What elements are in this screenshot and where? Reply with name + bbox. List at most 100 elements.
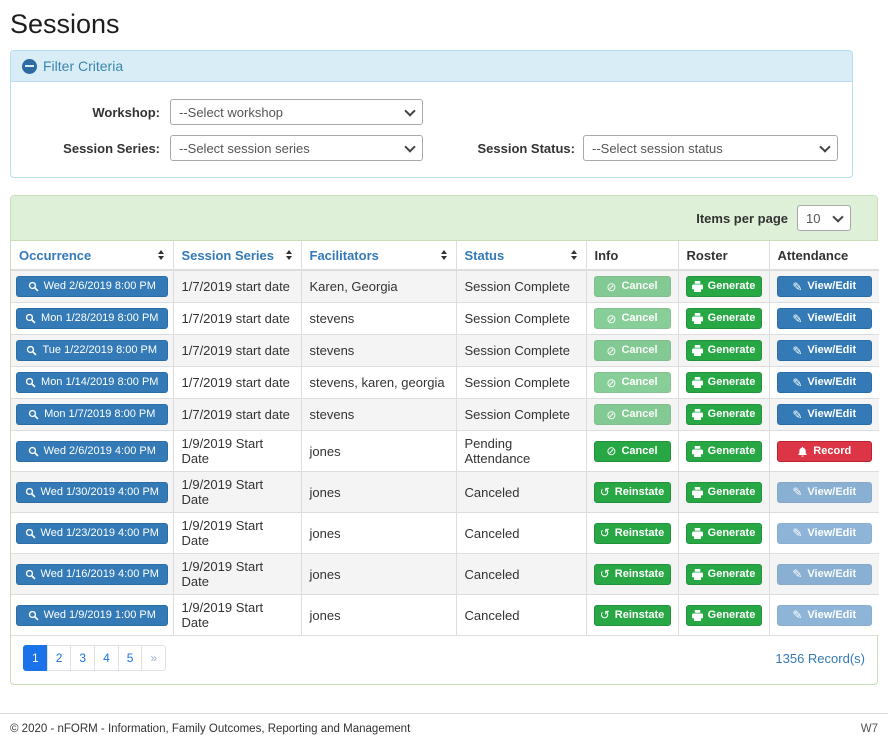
attendance-cell: ✎ View/Edit <box>768 302 879 335</box>
cancel-button: ⊘ Cancel <box>593 308 671 329</box>
generate-button[interactable]: Generate <box>685 372 762 393</box>
bell-icon <box>797 446 808 457</box>
button-label: Reinstate <box>614 567 665 580</box>
button-label: View/Edit <box>807 376 857 388</box>
pagination: 1 2 3 4 5» <box>23 645 167 671</box>
generate-button[interactable]: Generate <box>685 604 762 626</box>
occurrence-button[interactable]: Wed 1/23/2019 4:00 PM <box>16 522 168 544</box>
view-edit-button[interactable]: ✎ View/Edit <box>776 276 872 297</box>
table-row: Tue 1/22/2019 8:00 PM 1/7/2019 start dat… <box>11 334 879 367</box>
occurrence-button[interactable]: Wed 1/9/2019 1:00 PM <box>16 604 168 626</box>
reinstate-button[interactable]: ↺ Reinstate <box>593 563 671 585</box>
table-row: Mon 1/14/2019 8:00 PM 1/7/2019 start dat… <box>11 366 879 399</box>
reinstate-button[interactable]: ↺ Reinstate <box>593 604 671 626</box>
occurrence-button[interactable]: Wed 2/6/2019 8:00 PM <box>16 276 168 297</box>
generate-button[interactable]: Generate <box>685 440 762 462</box>
search-icon <box>28 281 39 292</box>
generate-button[interactable]: Generate <box>685 308 762 329</box>
items-per-page-select[interactable]: 10 <box>797 205 851 231</box>
cancel-button: ⊘ Cancel <box>593 276 671 297</box>
page-button-3[interactable]: 3 <box>70 645 96 671</box>
page-button-5[interactable]: 5 <box>117 645 143 671</box>
status-cell: Pending Attendance <box>455 430 587 472</box>
button-label: Cancel <box>621 344 658 356</box>
occurrence-button[interactable]: Mon 1/7/2019 8:00 PM <box>16 404 168 425</box>
button-label: View/Edit <box>807 312 857 324</box>
column-header-occurrence[interactable]: Occurrence <box>11 241 174 271</box>
undo-icon: ↺ <box>599 526 610 540</box>
next-page-button[interactable]: » <box>141 645 167 671</box>
generate-button[interactable]: Generate <box>685 522 762 544</box>
view-edit-button: ✎ View/Edit <box>776 522 872 544</box>
generate-button[interactable]: Generate <box>685 340 762 361</box>
occurrence-button[interactable]: Mon 1/14/2019 8:00 PM <box>16 372 168 393</box>
button-label: Cancel <box>621 376 658 388</box>
view-edit-button[interactable]: ✎ View/Edit <box>776 308 872 329</box>
search-icon <box>25 569 36 580</box>
page-button-2[interactable]: 2 <box>46 645 72 671</box>
session-series-cell: 1/9/2019 Start Date <box>172 512 302 554</box>
facilitators-cell: stevens, karen, georgia <box>300 366 457 399</box>
occurrence-button[interactable]: Wed 2/6/2019 4:00 PM <box>16 440 168 462</box>
generate-button[interactable]: Generate <box>685 404 762 425</box>
status-cell: Canceled <box>455 594 587 636</box>
facilitators-cell: jones <box>300 594 457 636</box>
attendance-cell: ✎ View/Edit <box>768 512 879 554</box>
sort-icon <box>440 250 447 260</box>
ban-icon: ⊘ <box>606 279 617 294</box>
session-series-cell: 1/7/2019 start date <box>172 334 302 367</box>
occurrence-button[interactable]: Wed 1/16/2019 4:00 PM <box>16 563 168 585</box>
button-label: Reinstate <box>614 526 665 539</box>
pencil-icon: ✎ <box>792 311 803 326</box>
button-label: Cancel <box>621 312 658 324</box>
status-cell: Session Complete <box>455 334 587 367</box>
session-status-select[interactable]: --Select session status <box>583 135 838 161</box>
column-header-status[interactable]: Status <box>455 241 587 271</box>
button-label: Generate <box>707 444 756 457</box>
view-edit-button[interactable]: ✎ View/Edit <box>776 372 872 393</box>
occurrence-button[interactable]: Mon 1/28/2019 8:00 PM <box>16 308 168 329</box>
session-series-select[interactable]: --Select session series <box>170 135 423 161</box>
filter-criteria-header[interactable]: Filter Criteria <box>11 51 852 82</box>
page-button-4[interactable]: 4 <box>94 645 119 671</box>
generate-button[interactable]: Generate <box>685 276 762 297</box>
table-row: Mon 1/7/2019 8:00 PM 1/7/2019 start date… <box>11 398 879 431</box>
status-cell: Canceled <box>455 553 587 595</box>
column-header-session-series[interactable]: Session Series <box>172 241 302 271</box>
pencil-icon: ✎ <box>792 279 803 294</box>
view-edit-button[interactable]: ✎ View/Edit <box>776 340 872 361</box>
session-series-cell: 1/7/2019 start date <box>172 302 302 335</box>
generate-button[interactable]: Generate <box>685 481 762 503</box>
roster-cell: Generate <box>677 512 770 554</box>
info-cell: ⊘ Cancel <box>585 430 679 472</box>
collapse-minus-icon[interactable] <box>22 58 37 74</box>
record-button[interactable]: Record <box>776 440 872 462</box>
column-header-facilitators[interactable]: Facilitators <box>300 241 457 271</box>
occurrence-button[interactable]: Wed 1/30/2019 4:00 PM <box>16 481 168 503</box>
pencil-icon: ✎ <box>792 485 803 499</box>
workshop-select[interactable]: --Select workshop <box>170 99 423 125</box>
generate-button[interactable]: Generate <box>685 563 762 585</box>
reinstate-button[interactable]: ↺ Reinstate <box>593 481 671 503</box>
attendance-cell: ✎ View/Edit <box>768 471 879 513</box>
status-cell: Session Complete <box>455 366 587 399</box>
button-label: Cancel <box>621 280 658 292</box>
table-row: Wed 2/6/2019 4:00 PM 1/9/2019 Start Date… <box>11 430 879 472</box>
info-cell: ↺ Reinstate <box>585 594 679 636</box>
info-cell: ⊘ Cancel <box>585 398 679 431</box>
page-button-1[interactable]: 1 <box>23 645 48 671</box>
occurrence-button[interactable]: Tue 1/22/2019 8:00 PM <box>16 340 168 361</box>
items-per-page-value: 10 <box>797 205 851 231</box>
attendance-cell: ✎ View/Edit <box>768 398 879 431</box>
cancel-button: ⊘ Cancel <box>593 372 671 393</box>
view-edit-button[interactable]: ✎ View/Edit <box>776 404 872 425</box>
view-edit-button: ✎ View/Edit <box>776 481 872 503</box>
print-icon <box>691 568 703 580</box>
cancel-button: ⊘ Cancel <box>593 404 671 425</box>
cancel-button[interactable]: ⊘ Cancel <box>593 440 671 462</box>
button-label: Cancel <box>621 408 658 420</box>
info-cell: ↺ Reinstate <box>585 471 679 513</box>
facilitators-cell: jones <box>300 553 457 595</box>
reinstate-button[interactable]: ↺ Reinstate <box>593 522 671 544</box>
button-label: Cancel <box>621 444 658 457</box>
